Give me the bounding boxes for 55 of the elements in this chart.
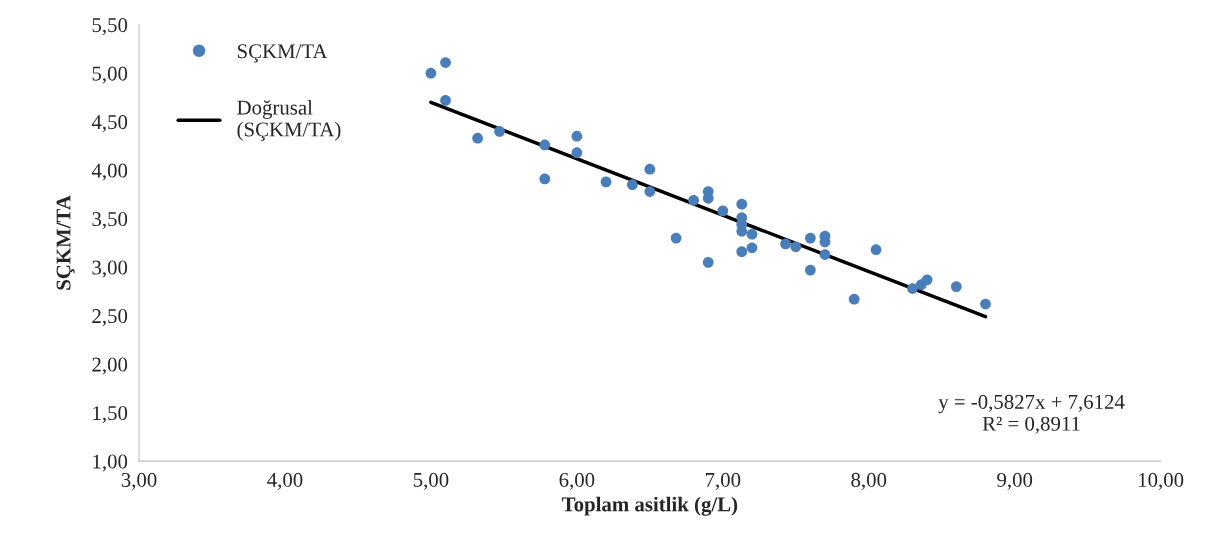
y-tick-label: 5,50 bbox=[92, 18, 128, 36]
point bbox=[736, 198, 748, 210]
x-tick-label: 7,00 bbox=[705, 472, 741, 490]
point bbox=[440, 57, 451, 68]
y-tick-label: 3,50 bbox=[92, 212, 128, 230]
y-tick-label: 2,00 bbox=[92, 357, 128, 375]
x-tick-label: 9,00 bbox=[997, 472, 1033, 490]
y-tick-label: 4,50 bbox=[91, 115, 128, 133]
point bbox=[494, 126, 505, 137]
point bbox=[780, 238, 791, 250]
point bbox=[736, 246, 748, 258]
legend-label: Doğrusal (SÇKM/TA) bbox=[237, 99, 341, 141]
point bbox=[539, 139, 551, 151]
legend-label: SÇKM/TA bbox=[237, 44, 328, 63]
point bbox=[472, 132, 483, 144]
x-tick-label: 8,00 bbox=[851, 472, 887, 490]
point bbox=[921, 274, 933, 286]
point bbox=[790, 241, 802, 253]
y-axis-title: SÇKM/TA bbox=[56, 195, 75, 290]
y-tick-label: 5,00 bbox=[92, 66, 128, 84]
point bbox=[746, 242, 758, 254]
y-tick-label: 1,00 bbox=[93, 454, 128, 472]
point bbox=[644, 163, 656, 175]
y-tick-label: 2,50 bbox=[92, 309, 128, 327]
point bbox=[571, 147, 583, 159]
point bbox=[670, 232, 682, 244]
x-tick-label: 6,00 bbox=[559, 472, 595, 490]
point bbox=[717, 205, 729, 217]
point bbox=[907, 283, 918, 294]
y-tick-label: 4,00 bbox=[91, 163, 128, 181]
x-tick-label: 4,00 bbox=[267, 472, 303, 490]
point bbox=[626, 179, 638, 191]
point bbox=[644, 186, 656, 197]
x-tick-label: 5,00 bbox=[413, 472, 449, 490]
point bbox=[950, 281, 962, 292]
x-tick-label: 10,00 bbox=[1139, 472, 1184, 490]
point bbox=[980, 298, 991, 310]
point bbox=[746, 228, 758, 240]
point bbox=[571, 130, 583, 142]
y-tick-label: 3,00 bbox=[92, 260, 128, 278]
y-tick-label: 1,50 bbox=[93, 406, 128, 424]
point bbox=[539, 173, 551, 185]
point bbox=[848, 293, 860, 305]
point bbox=[805, 264, 816, 276]
point bbox=[805, 232, 816, 244]
point bbox=[425, 67, 437, 79]
point bbox=[688, 194, 699, 206]
point bbox=[702, 256, 714, 268]
point bbox=[870, 244, 882, 256]
x-axis-title: Toplam asitlik (g/L) bbox=[561, 496, 738, 516]
point bbox=[440, 94, 451, 106]
point bbox=[819, 249, 831, 260]
annotation: y = -0,5827x + 7,6124 R² = 0,8911 bbox=[938, 394, 1125, 434]
point bbox=[600, 176, 612, 188]
x-tick-label: 3,00 bbox=[121, 472, 157, 490]
